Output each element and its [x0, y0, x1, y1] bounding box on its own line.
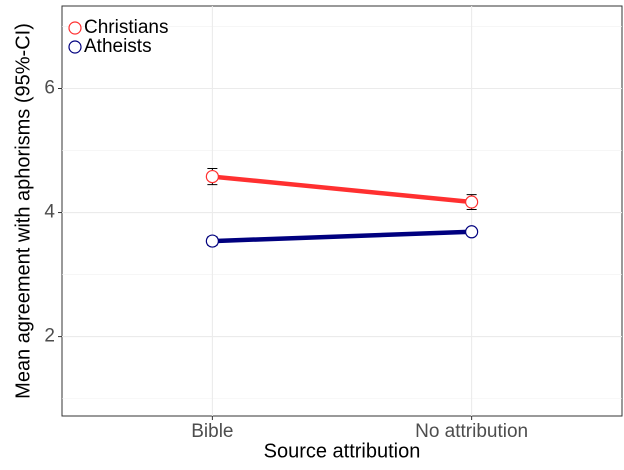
point	[465, 195, 479, 209]
x-axis-title: Source attribution	[264, 440, 421, 462]
plot-panel	[61, 5, 623, 417]
y-axis-title: Mean agreement with aphorisms (95%-CI)	[12, 23, 34, 399]
point	[205, 169, 219, 184]
y-tick-label: 4	[44, 202, 55, 223]
series-line	[212, 229, 472, 244]
legend-marker	[68, 40, 82, 54]
series-line	[212, 174, 472, 205]
point	[205, 234, 219, 248]
point	[465, 225, 479, 239]
legend-label: Christians	[84, 17, 168, 38]
legend-label: Atheists	[84, 36, 152, 57]
y-tick-label: 6	[44, 78, 55, 99]
x-tick-label: Bible	[191, 421, 233, 442]
y-tick-label: 2	[44, 326, 55, 347]
x-tick-label: No attribution	[415, 421, 528, 442]
legend-marker	[68, 21, 82, 35]
